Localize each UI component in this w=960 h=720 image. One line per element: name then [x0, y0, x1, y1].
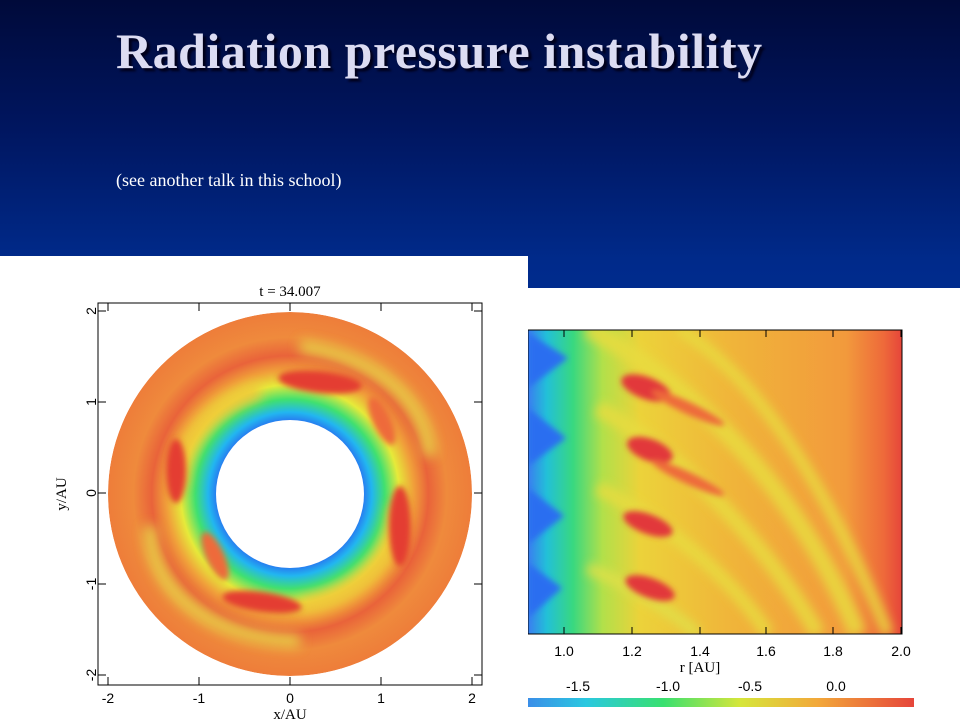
y-tick-label: 1: [83, 398, 99, 406]
radial-map-panel: 1.0 1.2 1.4 1.6 1.8 2.0 r [AU] -1.5 -1.0…: [528, 288, 960, 720]
r-axis-label: r [AU]: [680, 660, 720, 676]
y-tick-label: -1: [83, 578, 99, 591]
radial-map-plot: 1.0 1.2 1.4 1.6 1.8 2.0 r [AU] -1.5 -1.0…: [528, 329, 914, 707]
slide-title: Radiation pressure instability: [116, 23, 763, 79]
y-tick-label: -2: [83, 669, 99, 682]
r-tick-label: 1.6: [756, 643, 776, 659]
colorbar-tick-label: -1.5: [566, 678, 590, 694]
map-frame: [528, 329, 903, 635]
disk-density-plot: t = 34.007 -2 -1 0 1 2 x/AU -2 -1 0 1 2 …: [54, 284, 483, 720]
inner-hole: [216, 420, 364, 568]
colorbar-tick-label: -0.5: [738, 678, 762, 694]
time-label: t = 34.007: [259, 284, 321, 300]
y-tick-labels: -2 -1 0 1 2: [83, 307, 99, 681]
r-tick-label: 1.2: [622, 643, 642, 659]
x-tick-label: 2: [468, 690, 476, 706]
disk-density-panel: t = 34.007 -2 -1 0 1 2 x/AU -2 -1 0 1 2 …: [0, 256, 528, 720]
r-tick-label: 1.4: [690, 643, 710, 659]
r-tick-label: 2.0: [891, 643, 911, 659]
colorbar: [528, 698, 914, 707]
r-tick-label: 1.8: [823, 643, 843, 659]
y-axis-label: y/AU: [54, 477, 70, 511]
colorbar-tick-label: 0.0: [826, 678, 846, 694]
x-tick-label: 1: [377, 690, 385, 706]
x-axis-label: x/AU: [273, 707, 307, 720]
radial-map-image: [528, 330, 902, 634]
x-tick-label: -1: [193, 690, 206, 706]
y-tick-label: 2: [83, 307, 99, 315]
right-plot-ticks: [563, 330, 902, 634]
y-tick-label: 0: [83, 489, 99, 497]
x-tick-label: -2: [102, 690, 115, 706]
left-plot-ticks: [98, 303, 482, 685]
r-tick-label: 1.0: [554, 643, 574, 659]
colorbar-tick-label: -1.0: [656, 678, 680, 694]
slide-subtitle: (see another talk in this school): [116, 170, 342, 190]
x-tick-label: 0: [286, 690, 294, 706]
